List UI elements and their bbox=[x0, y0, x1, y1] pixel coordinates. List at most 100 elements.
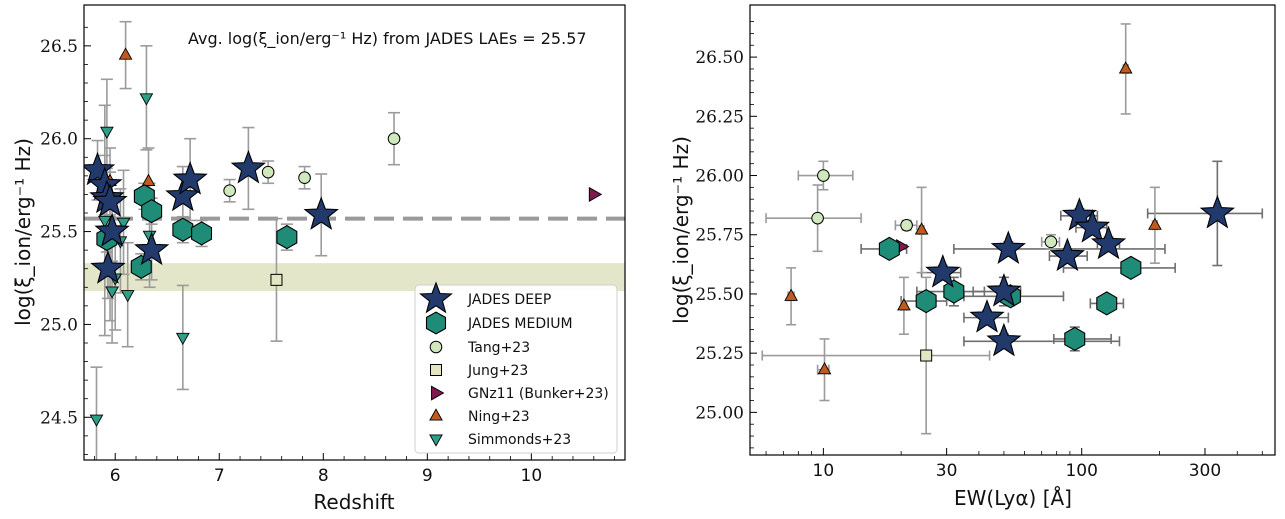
tang-23-point bbox=[223, 184, 236, 198]
jades-deep-point bbox=[986, 273, 1022, 307]
y-tick-label: 26.00 bbox=[695, 167, 744, 187]
legend-label-jades-medium: JADES MEDIUM bbox=[467, 316, 573, 332]
left-y-axis-title: log(ξ_ion/erg⁻¹ Hz) bbox=[11, 138, 35, 326]
tang-23-point bbox=[387, 132, 401, 146]
jades-medium-point bbox=[191, 221, 213, 246]
jades-deep-point bbox=[165, 177, 201, 212]
y-tick-label: 24.5 bbox=[40, 408, 78, 428]
jung-23-point bbox=[270, 273, 283, 286]
simmonds-23-point bbox=[139, 93, 154, 106]
y-tick-label: 26.0 bbox=[40, 130, 78, 150]
simmonds-23-point bbox=[97, 215, 112, 229]
y-tick-label: 26.50 bbox=[695, 48, 744, 68]
left-plot-frame bbox=[83, 4, 626, 461]
x-tick-label: 30 bbox=[936, 461, 958, 481]
jades-deep-point bbox=[84, 151, 116, 186]
simmonds-23-point bbox=[175, 332, 190, 346]
jades-medium-point bbox=[915, 288, 937, 314]
legend-marker-ning-23 bbox=[429, 408, 443, 421]
legend-label-simmonds-23: Simmonds+23 bbox=[468, 432, 571, 448]
ning-23-point bbox=[817, 361, 832, 375]
x-tick-label: 9 bbox=[422, 466, 433, 486]
right-y-axis-title: log(ξ_ion/erg⁻¹ Hz) bbox=[669, 136, 693, 324]
y-tick-label: 25.00 bbox=[695, 403, 744, 423]
y-tick-label: 25.25 bbox=[695, 344, 744, 364]
right-x-axis-title: EW(Lyα) [Å] bbox=[954, 486, 1072, 510]
left-x-axis-title: Redshift bbox=[313, 490, 394, 514]
simmonds-23-point bbox=[116, 217, 131, 231]
right-panel-ew: 10 30 100 300 25.00 25.25 25.50 25.75 26.00 26.25… bbox=[669, 4, 1276, 510]
jades-deep-point bbox=[94, 213, 130, 247]
ning-23-point bbox=[784, 288, 798, 301]
x-tick-label: 6 bbox=[110, 466, 121, 486]
simmonds-23-point bbox=[100, 126, 114, 140]
jades-medium-point bbox=[878, 236, 900, 262]
legend-label-gnz11-bunker-23: GNz11 (Bunker+23) bbox=[468, 386, 609, 402]
ning-23-point bbox=[118, 47, 133, 60]
ning-23-point bbox=[141, 173, 156, 186]
jades-deep-point bbox=[1049, 237, 1085, 272]
jades-medium-point bbox=[1064, 326, 1086, 352]
jades-deep-point bbox=[303, 196, 339, 230]
jades-deep-point bbox=[1090, 225, 1127, 260]
jades-deep-point bbox=[1074, 209, 1111, 243]
jades-medium-point bbox=[1120, 255, 1142, 281]
ning-23-point bbox=[1118, 61, 1133, 74]
x-tick-label: 100 bbox=[1065, 461, 1097, 481]
legend-marker-gnz11-bunker-23 bbox=[431, 385, 445, 401]
x-tick-label: 300 bbox=[1189, 461, 1221, 481]
tang-23-point bbox=[298, 171, 311, 185]
jades-deep-point bbox=[90, 250, 126, 284]
legend-marker-tang-23 bbox=[429, 340, 443, 354]
x-tick-label: 10 bbox=[813, 461, 835, 481]
jades-deep-point bbox=[986, 322, 1022, 357]
jades-medium-point bbox=[172, 217, 194, 242]
x-tick-label: 10 bbox=[521, 466, 543, 486]
jades-deep-point bbox=[925, 254, 961, 288]
y-tick-label: 25.75 bbox=[695, 226, 744, 246]
avg-annotation: Avg. log(ξ_ion/erg⁻¹ Hz) from JADES LAEs… bbox=[188, 29, 587, 49]
legend: JADES DEEP JADES MEDIUM Tang+23 Jung+23 GNz1… bbox=[414, 281, 618, 454]
legend-marker-jades-medium bbox=[425, 311, 447, 335]
tang-23-point bbox=[900, 218, 913, 232]
tang-23-point bbox=[1044, 235, 1058, 249]
legend-marker-simmonds-23 bbox=[429, 434, 443, 447]
simmonds-23-point bbox=[89, 414, 104, 427]
x-tick-label: 8 bbox=[318, 466, 329, 486]
x-tick-label: 7 bbox=[214, 466, 225, 486]
legend-label-tang-23: Tang+23 bbox=[467, 340, 530, 356]
legend-box bbox=[414, 284, 618, 454]
legend-label-jung-23: Jung+23 bbox=[467, 363, 528, 379]
jades-medium-point bbox=[943, 279, 965, 304]
tang-23-point bbox=[261, 165, 275, 179]
legend-label-jades-deep: JADES DEEP bbox=[467, 292, 551, 308]
tang-23-point bbox=[817, 169, 830, 182]
jades-deep-point bbox=[134, 231, 170, 266]
jades-medium-point bbox=[1096, 291, 1118, 316]
jades-medium-point bbox=[276, 224, 298, 250]
legend-label-ning-23: Ning+23 bbox=[468, 409, 530, 425]
jades-deep-point bbox=[172, 161, 208, 195]
jades-medium-point bbox=[141, 198, 163, 224]
jades-deep-point bbox=[230, 149, 266, 184]
legend-marker-jades-deep bbox=[419, 281, 453, 314]
y-tick-label: 26.25 bbox=[695, 107, 744, 127]
y-tick-label: 25.5 bbox=[40, 223, 78, 243]
jung-23-point bbox=[920, 349, 933, 362]
right-plot-frame bbox=[749, 4, 1276, 456]
jades-deep-point bbox=[1199, 194, 1235, 229]
left-panel-redshift: 6 7 8 9 10 24.5 25.0 25.5 26.0 26.5 Avg. log(ξ_io… bbox=[11, 4, 626, 514]
simmonds-23-point bbox=[105, 286, 119, 299]
ning-23-point bbox=[897, 298, 911, 311]
jades-deep-point bbox=[92, 183, 128, 217]
simmonds-23-point bbox=[120, 290, 135, 303]
tang-23-point bbox=[811, 211, 824, 225]
y-tick-label: 25.50 bbox=[695, 285, 744, 305]
gnz11-bunker-23-point bbox=[588, 186, 603, 202]
jades-deep-point bbox=[990, 230, 1026, 264]
y-tick-label: 26.5 bbox=[40, 37, 78, 57]
ning-23-point bbox=[914, 222, 929, 235]
legend-marker-jung-23 bbox=[430, 364, 442, 376]
ning-23-point bbox=[1148, 217, 1162, 230]
